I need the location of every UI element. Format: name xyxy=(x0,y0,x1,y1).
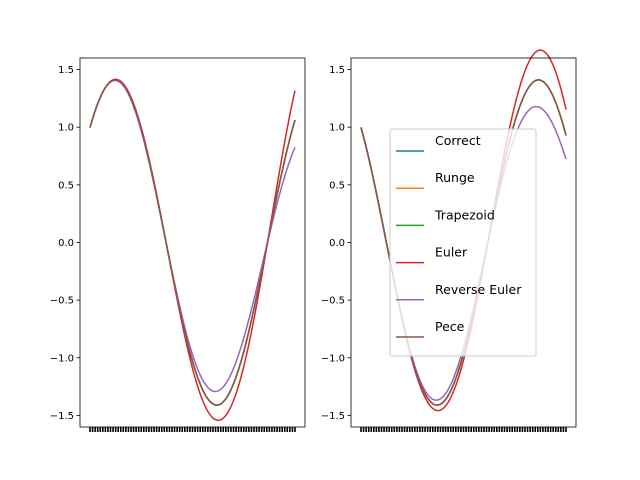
plot-area xyxy=(80,58,305,427)
y-tick-label: 0.5 xyxy=(329,180,345,191)
y-tick-label: 0.0 xyxy=(329,238,345,249)
y-tick-label: −1.0 xyxy=(50,353,74,364)
legend-label: Euler xyxy=(435,245,468,260)
legend-label: Trapezoid xyxy=(434,207,495,222)
y-tick-label: 0.5 xyxy=(58,180,74,191)
y-tick-label: 0.0 xyxy=(58,238,74,249)
y-tick-label: 1.5 xyxy=(329,65,345,76)
legend-label: Correct xyxy=(435,133,481,148)
y-tick-label: 1.0 xyxy=(58,123,74,134)
left-subplot: −1.5 −1.0 −0.5 0.0 0.5 1.0 1.5 xyxy=(50,57,306,432)
y-tick-label: −1.5 xyxy=(50,411,74,422)
right-subplot: −1.5 −1.0 −0.5 0.0 0.5 1.0 1.5 Correct Runge Trap… xyxy=(321,49,577,432)
legend-label: Pece xyxy=(435,319,465,334)
legend-label: Runge xyxy=(435,170,475,185)
y-tick-label: −1.5 xyxy=(321,411,345,422)
y-tick-label: 1.5 xyxy=(58,65,74,76)
series-line-pece xyxy=(89,79,296,406)
legend: Correct Runge Trapezoid Euler Reverse Euler P… xyxy=(389,128,537,357)
y-tick-label: 1.0 xyxy=(329,123,345,134)
legend-label: Reverse Euler xyxy=(435,282,522,297)
y-tick-label: −0.5 xyxy=(321,296,345,307)
legend-box xyxy=(389,128,537,357)
y-tick-label: −0.5 xyxy=(50,296,74,307)
y-tick-label: −1.0 xyxy=(321,353,345,364)
